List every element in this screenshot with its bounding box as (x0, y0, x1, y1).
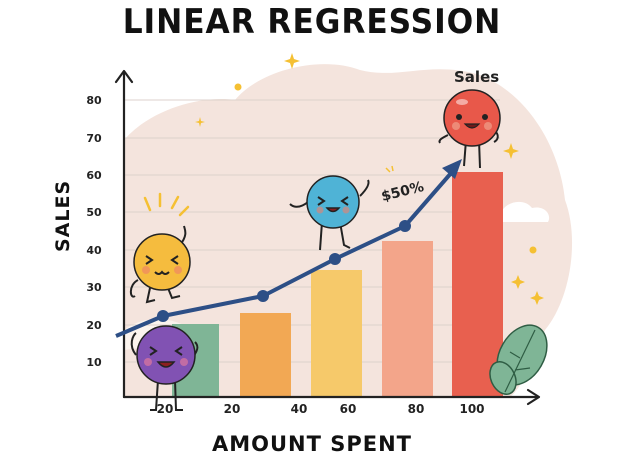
bar-4 (382, 241, 433, 397)
red-mascot-icon (438, 89, 501, 169)
y-tick-label: 70 (86, 132, 102, 145)
yellow-mascot-icon (129, 192, 191, 304)
y-axis-arrow-icon (114, 69, 134, 84)
bar-3 (311, 270, 362, 397)
y-tick-label: 10 (86, 356, 102, 369)
regression-line (115, 159, 462, 338)
trend-arrow-icon (442, 159, 462, 179)
chart-title: LINEAR REGRESSION (122, 2, 502, 42)
y-tick-label: 60 (86, 169, 102, 182)
y-tick-label: 40 (86, 244, 102, 257)
cloud-shape (500, 201, 550, 222)
x-tick-label: 20 (223, 402, 241, 416)
leaf-icon (489, 324, 548, 395)
y-tick-label: 30 (86, 281, 102, 294)
y-axis-label: SALES (52, 179, 74, 252)
y-tick-label: 80 (86, 94, 102, 107)
x-tick-label: 60 (339, 402, 357, 416)
sparkle-icons (195, 53, 544, 305)
legend-label: Sales (454, 68, 500, 86)
x-tick-label: 80 (407, 402, 425, 416)
bars (172, 172, 503, 397)
y-tick-label: 20 (86, 319, 102, 332)
x-tick-label: 100 (459, 402, 485, 416)
blue-mascot-icon (289, 175, 370, 251)
x-tick-label: 40 (290, 402, 308, 416)
bar-2 (240, 313, 291, 397)
purple-mascot-icon (130, 325, 199, 411)
y-tick-label: 50 (86, 206, 102, 219)
x-axis-arrow-icon (526, 388, 541, 406)
axes (114, 69, 541, 406)
bar-5 (452, 172, 503, 397)
x-axis-label: AMOUNT SPENT (211, 432, 413, 456)
x-tick-label: 20 (156, 402, 174, 416)
